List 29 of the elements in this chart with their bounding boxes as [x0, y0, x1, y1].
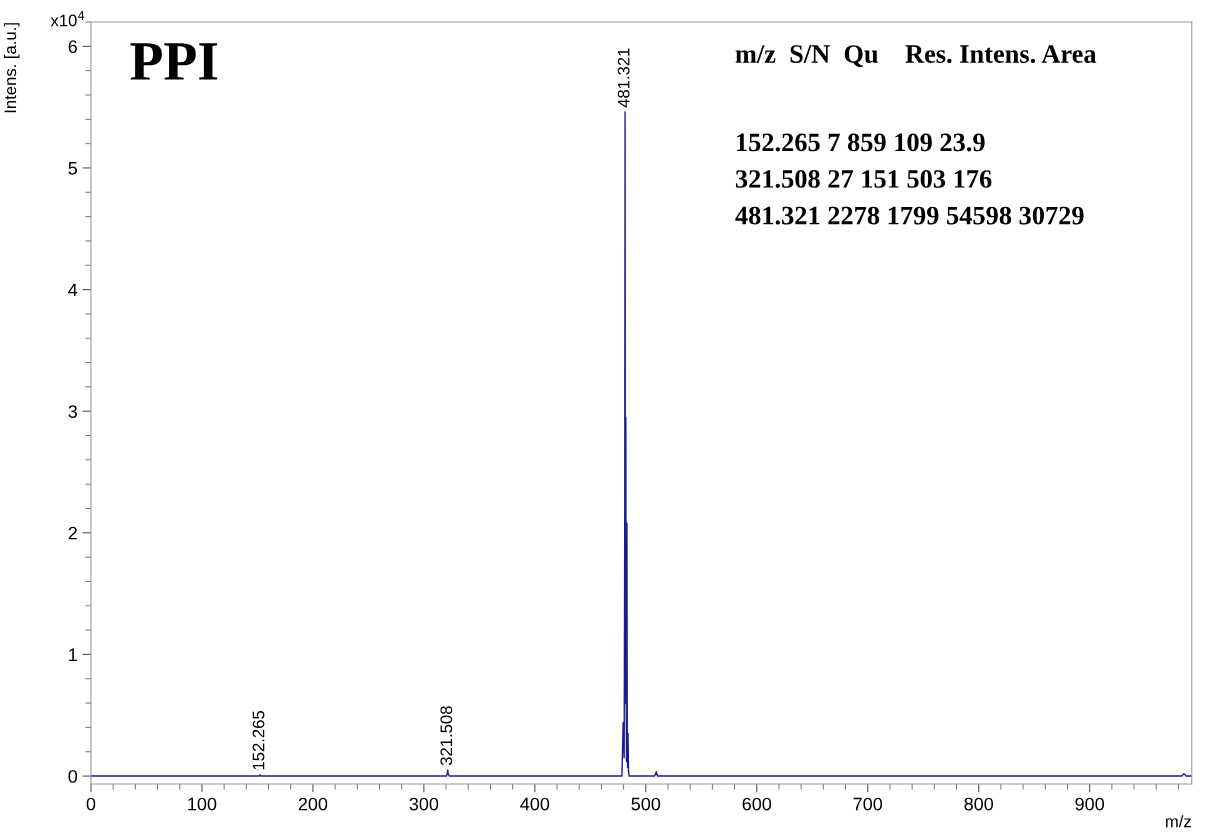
annotation: 152.265 7 859 109 23.9 [737, 133, 985, 152]
text: x10$^{4}$ [50, 11, 85, 27]
x-tick-label: 100 [188, 797, 217, 811]
x-tick-label: 500 [631, 797, 661, 811]
annotation: 321.508 27 151 503 176 [735, 170, 992, 188]
line-series [90, 111, 1192, 777]
y-axis-title: Intens. [a.u.] [3, 23, 20, 113]
chart-title: PPI [130, 43, 218, 80]
annotation: m/z S/N Qu Res. Intens. Area [735, 45, 1097, 67]
annotation: 152.265 [252, 711, 265, 770]
y-tick-label: 5 [68, 162, 78, 175]
annotation: 481.321 2278 1799 54598 30729 [735, 206, 1084, 225]
x-tick-label: 700 [853, 797, 883, 811]
x-tick-label: 300 [409, 797, 439, 811]
annotation: 321.508 [440, 706, 453, 766]
x-tick-label: 800 [964, 797, 994, 811]
annotation: 481.321 [617, 48, 630, 108]
x-tick-label: 0 [86, 797, 96, 811]
y-tick-label: 2 [68, 526, 77, 540]
y-tick-label: 6 [68, 40, 77, 54]
x-tick-label: 600 [742, 797, 772, 811]
y-tick-label: 3 [68, 405, 77, 418]
y-tick-label: 0 [68, 769, 78, 783]
y-tick-label: 1 [69, 648, 77, 661]
x-axis-title: m/z [1166, 815, 1191, 828]
x-tick-label: 900 [1075, 797, 1105, 811]
x-tick-label: 200 [298, 797, 328, 811]
x-tick-label: 400 [520, 797, 550, 811]
y-tick-label: 4 [68, 283, 78, 297]
